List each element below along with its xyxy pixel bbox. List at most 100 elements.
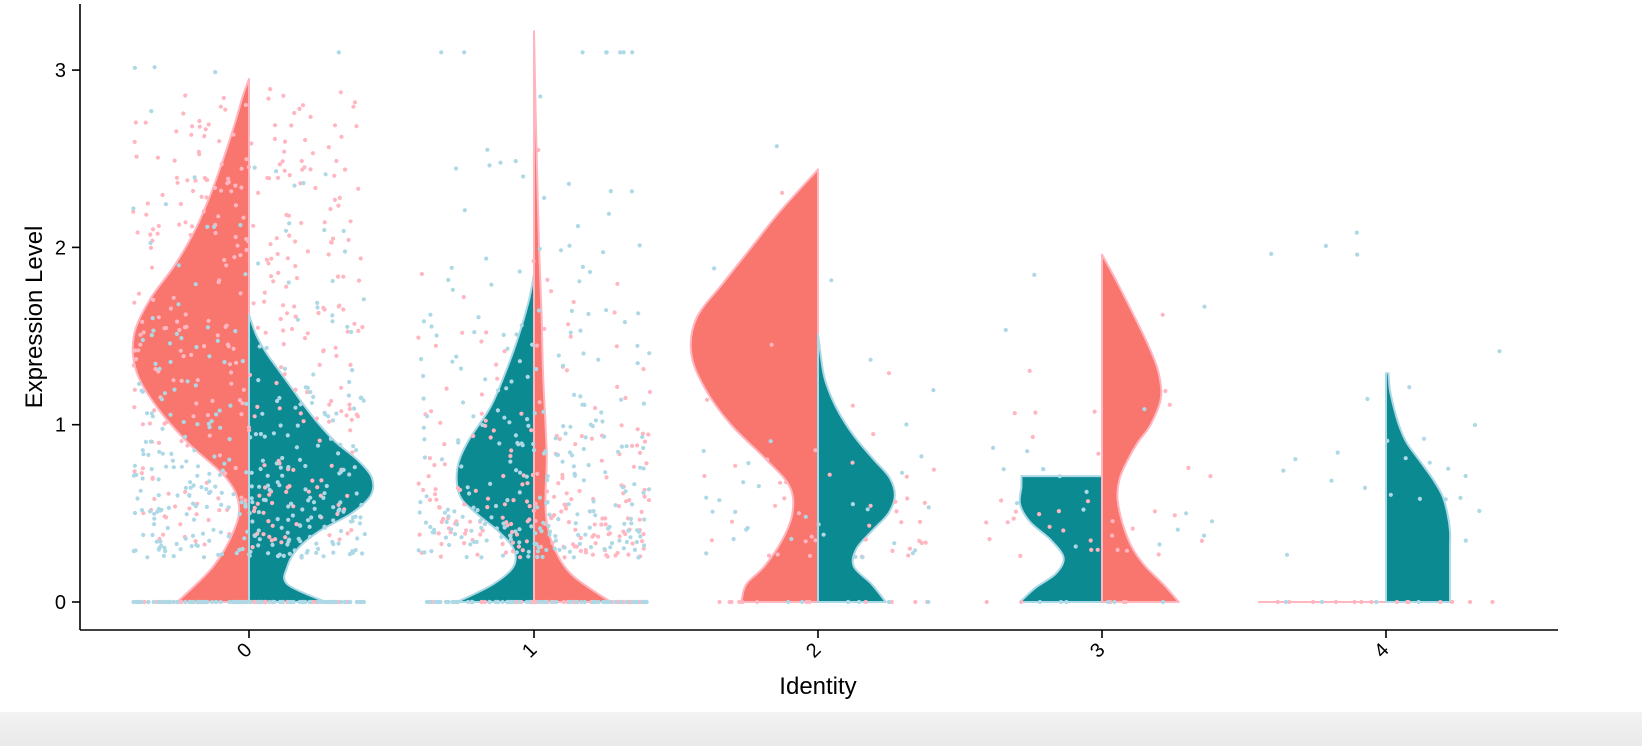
data-point-pink: [520, 482, 525, 487]
data-point-pink: [437, 505, 442, 510]
data-point-pink: [733, 463, 738, 468]
data-point-pink: [478, 532, 483, 537]
data-point-pink: [282, 149, 287, 154]
data-point-pink: [630, 443, 635, 448]
data-point-pink: [148, 245, 154, 250]
data-point-blue: [1283, 599, 1288, 605]
data-point-blue: [285, 542, 290, 547]
data-point-pink: [461, 295, 466, 300]
data-point-pink: [189, 132, 194, 137]
data-point-pink: [641, 532, 646, 537]
data-point-pink: [778, 480, 783, 485]
data-point-blue: [460, 514, 465, 519]
data-point-blue: [248, 435, 253, 440]
data-point-blue: [514, 550, 519, 555]
data-point-pink: [566, 322, 571, 327]
data-point-blue: [536, 308, 542, 313]
data-point-blue: [218, 425, 223, 430]
data-point-pink: [339, 409, 344, 414]
data-point-blue: [465, 485, 470, 490]
data-point-blue: [601, 250, 606, 255]
data-point-blue: [488, 481, 493, 486]
data-point-blue: [150, 532, 155, 538]
data-point-blue: [422, 550, 427, 555]
data-point-blue: [517, 527, 522, 532]
data-point-blue: [278, 423, 283, 428]
data-point-blue: [583, 435, 588, 440]
data-point-pink: [339, 385, 344, 390]
data-point-blue: [745, 525, 750, 531]
data-point-pink: [141, 330, 146, 335]
data-point-blue: [348, 599, 353, 605]
data-point-blue: [507, 599, 512, 605]
data-point-blue: [423, 520, 429, 525]
data-point-blue: [191, 483, 196, 488]
data-point-pink: [216, 214, 221, 219]
data-point-blue: [618, 50, 623, 55]
data-point-blue: [575, 224, 581, 229]
data-point-blue: [554, 599, 559, 605]
data-point-blue: [596, 357, 601, 362]
data-point-pink: [438, 420, 443, 425]
data-point-blue: [323, 172, 328, 177]
data-point-pink: [766, 553, 772, 558]
data-point-blue: [311, 500, 317, 505]
data-point-blue: [334, 411, 339, 416]
data-point-blue: [421, 425, 426, 430]
data-point-pink: [599, 458, 604, 463]
data-point-blue: [502, 525, 507, 530]
data-point-pink: [317, 362, 322, 367]
data-point-blue: [537, 246, 542, 251]
data-point-blue: [455, 599, 460, 605]
data-point-pink: [905, 496, 910, 501]
data-point-blue: [185, 379, 190, 384]
data-point-pink: [337, 195, 342, 200]
data-point-pink: [273, 537, 278, 542]
data-point-blue: [574, 599, 579, 605]
data-point-blue: [575, 512, 580, 517]
data-point-blue: [455, 522, 460, 527]
data-point-blue: [194, 345, 199, 350]
data-point-pink: [999, 498, 1004, 503]
data-point-blue: [535, 505, 540, 510]
data-point-pink: [780, 190, 785, 195]
data-point-pink: [913, 599, 918, 605]
data-point-blue: [604, 308, 609, 313]
data-point-blue: [132, 510, 138, 516]
data-point-blue: [647, 351, 652, 356]
data-point-pink: [1163, 388, 1168, 394]
y-ticks: 0 1 2 3: [55, 60, 80, 614]
data-point-blue: [208, 489, 213, 494]
data-point-pink: [346, 237, 351, 243]
data-point-blue: [538, 94, 543, 99]
data-point-pink: [564, 368, 570, 373]
data-point-pink: [931, 467, 937, 472]
data-point-blue: [516, 442, 521, 447]
data-point-pink: [131, 209, 136, 214]
data-point-blue: [475, 508, 480, 513]
data-point-pink: [1095, 547, 1100, 552]
data-point-pink: [293, 264, 298, 269]
data-point-blue: [212, 224, 217, 229]
data-point-blue: [176, 302, 181, 307]
data-point-pink: [623, 499, 629, 504]
data-point-blue: [1407, 385, 1412, 390]
data-point-blue: [429, 324, 434, 329]
data-point-blue: [267, 487, 272, 492]
data-point-blue: [275, 480, 280, 485]
data-point-pink: [416, 335, 421, 340]
data-point-blue: [628, 535, 633, 540]
data-point-pink: [274, 380, 279, 386]
data-point-blue: [256, 261, 261, 266]
data-point-pink: [135, 230, 140, 235]
data-point-pink: [621, 529, 626, 534]
data-point-pink: [313, 185, 318, 191]
data-point-pink: [292, 304, 297, 309]
data-point-pink: [804, 599, 809, 605]
data-point-pink: [244, 247, 249, 253]
data-point-blue: [196, 599, 201, 605]
data-point-pink: [262, 299, 267, 304]
data-point-pink: [348, 362, 353, 367]
data-point-pink: [569, 497, 574, 502]
data-point-pink: [299, 220, 304, 226]
